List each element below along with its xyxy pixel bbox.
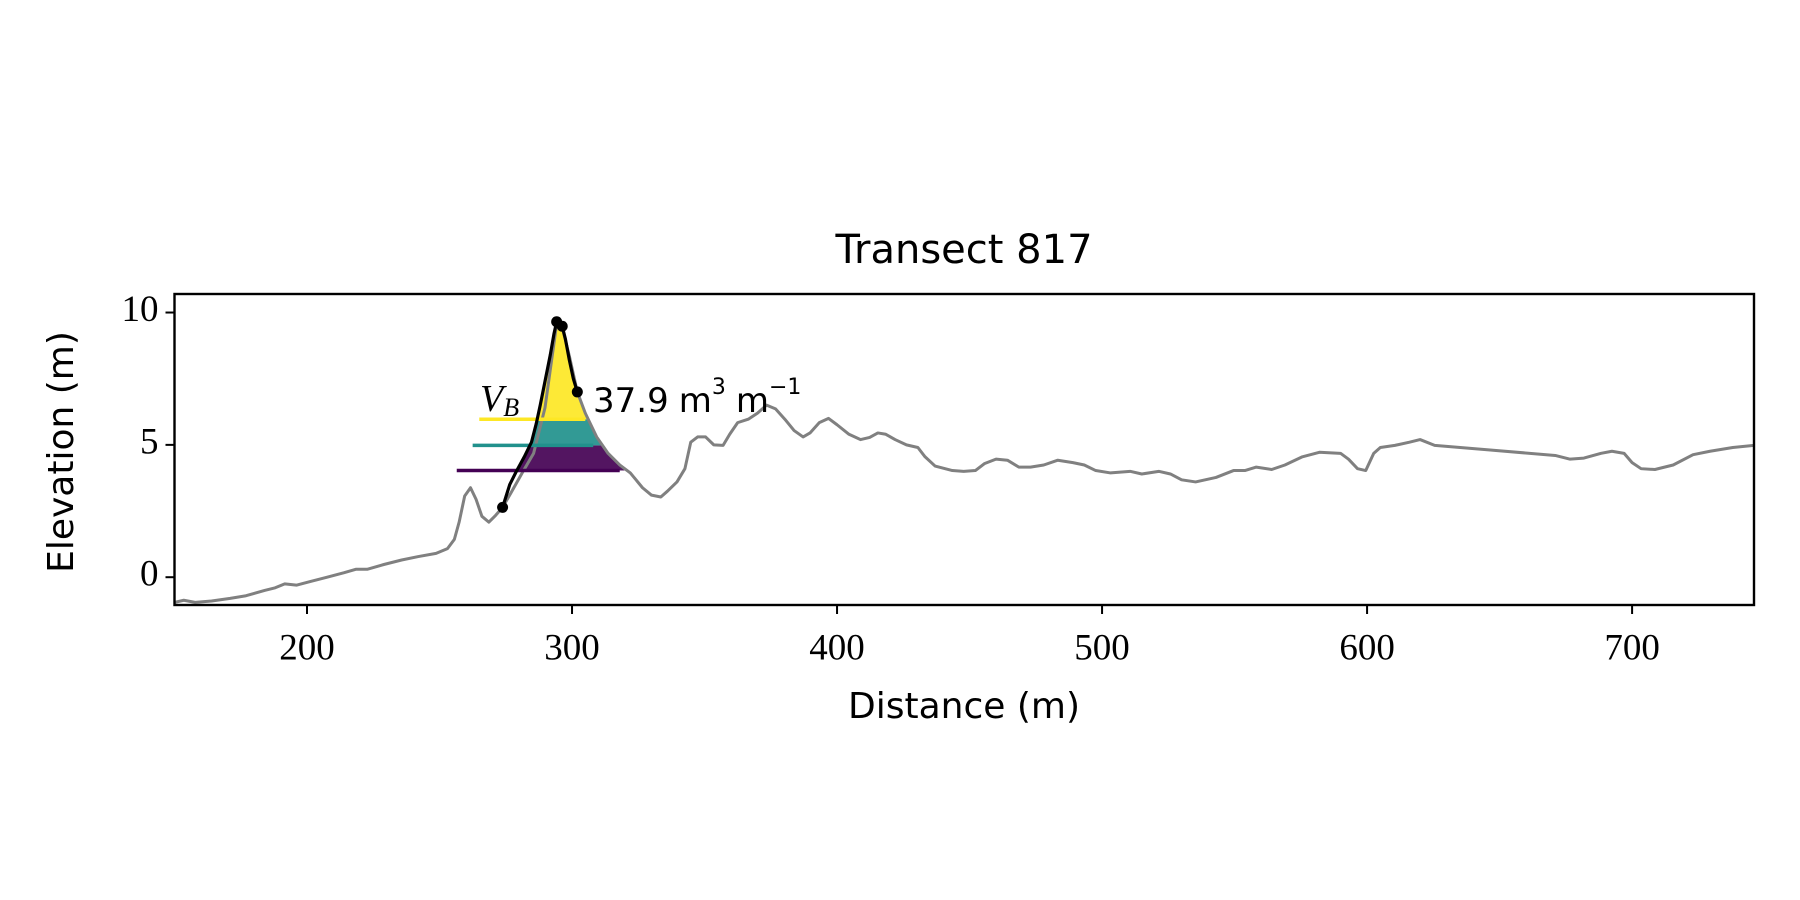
unit: m [679,381,712,421]
plot-area: 200 300 400 500 600 700 0 5 10 [122,289,1756,668]
x-axis-label: Distance (m) [848,686,1080,727]
annotation-value: 37.9 m3 m−1 [593,375,801,421]
x-tick-label: 600 [1339,627,1395,668]
dune-point [497,501,509,513]
subscript: B [503,393,519,422]
x-tick-label: 300 [544,627,600,668]
y-tick-label: 0 [140,554,159,595]
annotation-symbol: VB [480,378,519,422]
volume-band [529,419,603,446]
chart-title: Transect 817 [834,227,1092,273]
plot-content [174,320,1754,604]
value: 37.9 [593,381,669,421]
unit-exponent: −1 [769,375,801,400]
unit: m [736,381,769,421]
x-tick-label: 200 [279,627,335,668]
x-tick-label: 400 [809,627,865,668]
y-axis-label: Elevation (m) [41,331,82,573]
dune-point [571,386,583,398]
y-tick-label: 10 [122,289,159,330]
symbol: V [480,378,507,420]
x-tick-label: 700 [1604,627,1660,668]
y-tick-label: 5 [140,421,159,462]
profile-line [174,322,1754,604]
volume-band [516,445,628,471]
dune-line [501,320,579,508]
dune-point [556,320,568,332]
x-tick-label: 500 [1074,627,1130,668]
axes-frame [173,292,1756,607]
unit-exponent: 3 [712,375,726,400]
